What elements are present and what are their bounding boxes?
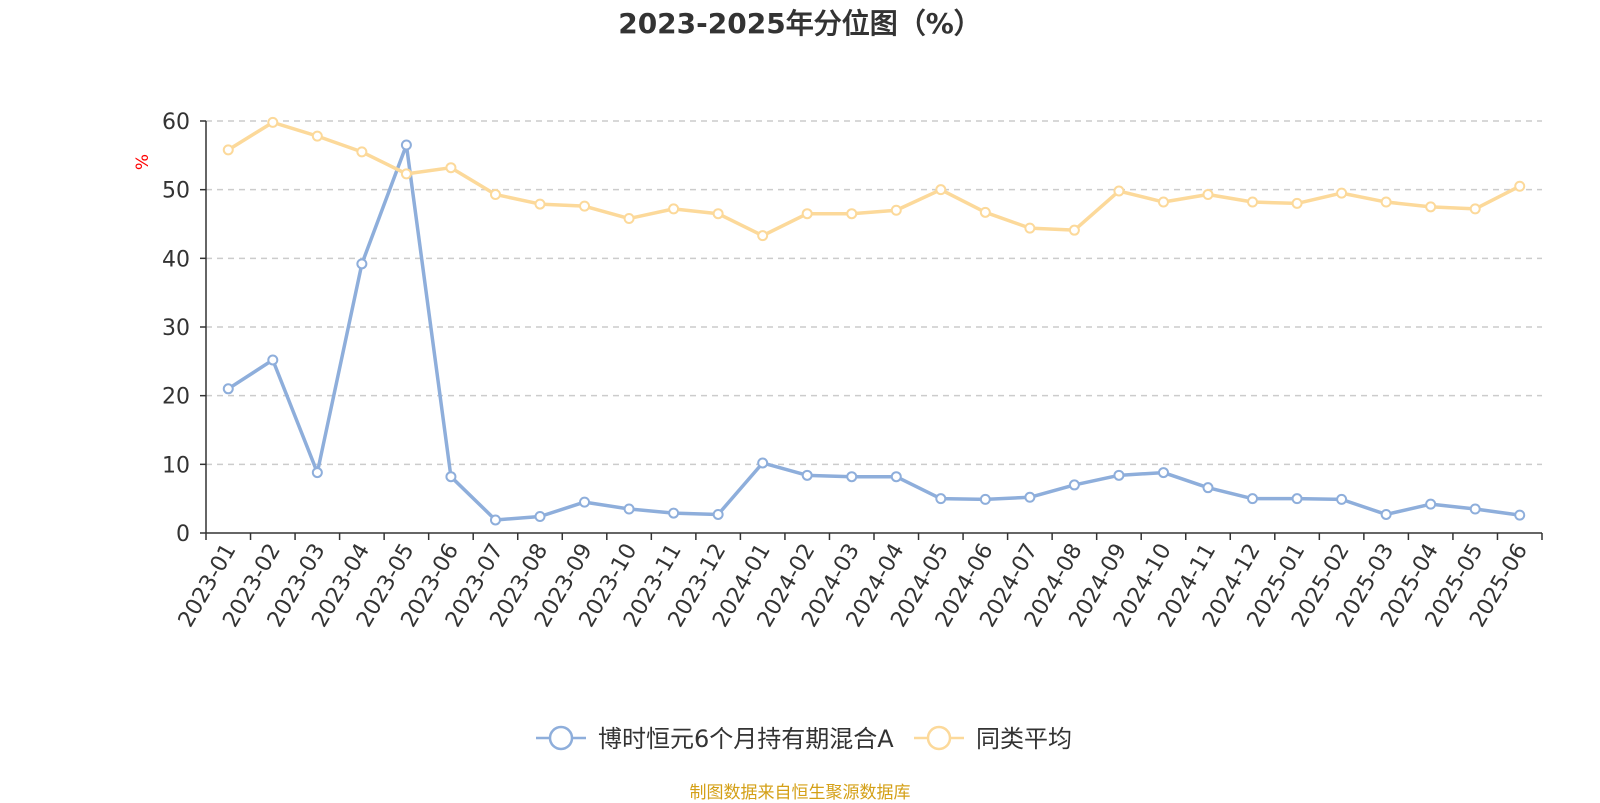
chart-title: 2023-2025年分位图（%）: [618, 7, 982, 40]
data-point: [489, 188, 501, 200]
data-point: [890, 471, 902, 483]
data-point: [1291, 493, 1303, 505]
y-axis-label: %: [133, 154, 153, 170]
data-point: [1202, 188, 1214, 200]
data-point: [668, 507, 680, 519]
data-point: [534, 511, 546, 523]
legend-label: 同类平均: [976, 725, 1072, 753]
data-point: [579, 496, 591, 508]
data-point: [1157, 467, 1169, 479]
y-tick-label: 40: [162, 247, 190, 272]
y-tick-label: 60: [162, 110, 190, 135]
series-line-0: [227, 143, 1520, 522]
series-lines: [222, 116, 1526, 526]
data-point: [1425, 201, 1437, 213]
data-point: [1024, 491, 1036, 503]
data-point: [1336, 187, 1348, 199]
data-point: [534, 198, 546, 210]
grid-lines: [206, 120, 1542, 466]
data-point: [935, 184, 947, 196]
data-point: [1068, 479, 1080, 491]
axes: 0102030405060%2023-012023-022023-032023-…: [133, 110, 1543, 632]
data-point: [890, 204, 902, 216]
data-point: [1380, 196, 1392, 208]
data-point: [801, 208, 813, 220]
legend-circle-icon: [926, 725, 952, 751]
data-point: [1469, 203, 1481, 215]
data-point: [1469, 503, 1481, 515]
data-point: [846, 471, 858, 483]
data-point: [1380, 508, 1392, 520]
data-point: [400, 168, 412, 180]
data-point: [1202, 482, 1214, 494]
data-point: [445, 471, 457, 483]
data-point: [356, 146, 368, 158]
data-point: [979, 493, 991, 505]
data-point: [267, 116, 279, 128]
data-point: [801, 469, 813, 481]
y-tick-label: 30: [162, 316, 190, 341]
data-point: [400, 139, 412, 151]
data-point: [1425, 498, 1437, 510]
data-point: [668, 203, 680, 215]
data-point: [222, 144, 234, 156]
data-point: [311, 467, 323, 479]
data-point: [1068, 224, 1080, 236]
legend[interactable]: 博时恒元6个月持有期混合A 同类平均: [536, 725, 1072, 753]
y-tick-label: 0: [176, 522, 190, 547]
data-point: [267, 354, 279, 366]
series-line-1: [227, 120, 1521, 238]
data-point: [712, 208, 724, 220]
data-point: [623, 213, 635, 225]
data-point: [222, 383, 234, 395]
data-point: [1113, 185, 1125, 197]
data-point: [1291, 197, 1303, 209]
data-point: [489, 514, 501, 526]
data-point: [445, 162, 457, 174]
data-point: [623, 503, 635, 515]
data-point: [979, 206, 991, 218]
y-tick-label: 10: [162, 453, 190, 478]
data-point: [1157, 196, 1169, 208]
data-point: [1247, 493, 1259, 505]
data-point: [757, 457, 769, 469]
data-point: [1247, 196, 1259, 208]
data-point: [356, 258, 368, 270]
data-point: [311, 130, 323, 142]
y-tick-label: 50: [162, 179, 190, 204]
source-note: 制图数据来自恒生聚源数据库: [689, 783, 911, 803]
data-point: [757, 230, 769, 242]
data-point: [846, 208, 858, 220]
data-point: [1514, 509, 1526, 521]
legend-item-1[interactable]: 同类平均: [914, 725, 1072, 753]
data-point: [712, 508, 724, 520]
data-point: [935, 493, 947, 505]
y-tick-label: 20: [162, 385, 190, 410]
data-point: [1336, 493, 1348, 505]
legend-circle-icon: [548, 725, 574, 751]
legend-label: 博时恒元6个月持有期混合A: [598, 725, 894, 753]
data-point: [1024, 222, 1036, 234]
data-point: [579, 200, 591, 212]
data-point: [1113, 469, 1125, 481]
data-point: [1514, 180, 1526, 192]
legend-item-0[interactable]: 博时恒元6个月持有期混合A: [536, 725, 894, 753]
